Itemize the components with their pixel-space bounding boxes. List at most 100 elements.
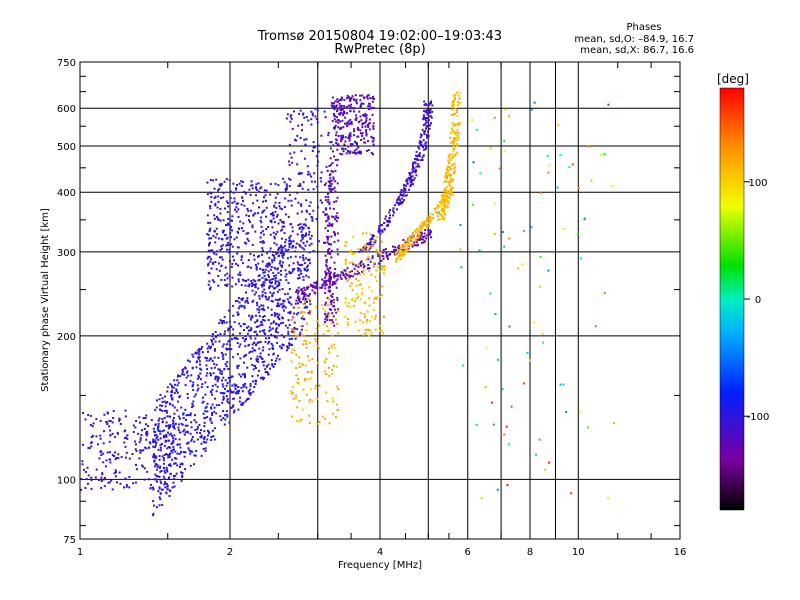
data-point [328,347,330,350]
data-point [256,301,258,304]
data-point [290,390,293,393]
data-point [328,308,331,311]
data-point [204,393,207,396]
chart-subtitle: RwPretec (8p) [334,42,425,57]
data-point [532,321,535,324]
data-point [456,151,459,154]
data-point [350,121,353,123]
data-point [359,298,362,301]
data-point [354,320,357,323]
data-point [366,149,368,152]
data-point [209,227,212,230]
data-point [251,316,254,319]
data-point [311,217,314,220]
data-point [265,365,268,368]
data-point [200,368,203,371]
data-point [271,364,274,367]
data-point [337,310,340,312]
data-point [213,214,216,217]
data-point [359,319,361,322]
data-point [378,231,381,234]
data-point [409,176,412,179]
data-point [331,162,334,165]
data-point [170,432,173,435]
data-point [328,276,331,278]
data-point [333,113,335,115]
data-point [301,325,304,328]
data-point [448,181,451,184]
data-point [225,384,228,387]
data-point [336,101,339,103]
data-point [225,395,228,398]
data-point [236,184,239,186]
data-point [108,458,111,461]
data-point [219,219,222,222]
data-point [172,448,175,451]
data-point [366,97,369,100]
data-point [337,126,340,129]
data-point [451,193,454,196]
data-point [217,200,220,203]
data-point [284,238,287,241]
data-point [521,263,524,266]
data-point [192,404,195,407]
data-point [311,289,314,292]
data-point [341,138,344,140]
data-point [164,486,167,489]
data-point [316,121,319,124]
data-point [244,374,246,377]
data-point [446,177,449,179]
data-point [213,356,216,359]
data-point [298,299,300,301]
data-point [269,268,272,271]
data-point [208,237,211,240]
data-point [301,315,304,318]
data-point [346,267,349,270]
data-point [329,252,332,255]
data-point [297,286,300,289]
data-point [337,388,340,391]
data-point [423,235,426,238]
data-point [296,328,299,331]
data-point [296,334,299,337]
data-point [332,283,335,286]
data-point [362,137,365,140]
data-point [284,293,287,296]
data-point [209,417,212,420]
data-point [282,221,285,223]
data-point [244,335,247,338]
data-point [134,426,137,429]
data-point [168,454,171,457]
x-tick-label: 8 [527,547,533,558]
data-point [440,200,443,203]
data-point [424,111,427,114]
data-point [328,329,331,332]
data-point [248,221,251,224]
data-point [210,339,213,341]
data-point [336,275,339,278]
data-point [238,400,241,403]
data-point [243,361,245,364]
data-point [282,321,284,324]
data-point [255,194,257,197]
data-point [190,439,193,442]
data-point [231,405,234,408]
data-point [494,313,497,316]
data-point [403,253,406,256]
data-point [226,236,229,239]
data-point [268,296,271,299]
data-point [419,238,422,241]
data-point [310,242,313,245]
data-point [289,115,292,118]
data-point [453,166,456,169]
data-point [375,296,378,299]
data-point [221,230,224,233]
data-point [315,218,318,221]
data-point [184,424,187,427]
data-point [298,227,301,230]
data-point [283,309,285,312]
data-point [333,272,336,275]
data-point [347,323,350,326]
data-point [407,247,410,250]
data-point [367,94,370,97]
